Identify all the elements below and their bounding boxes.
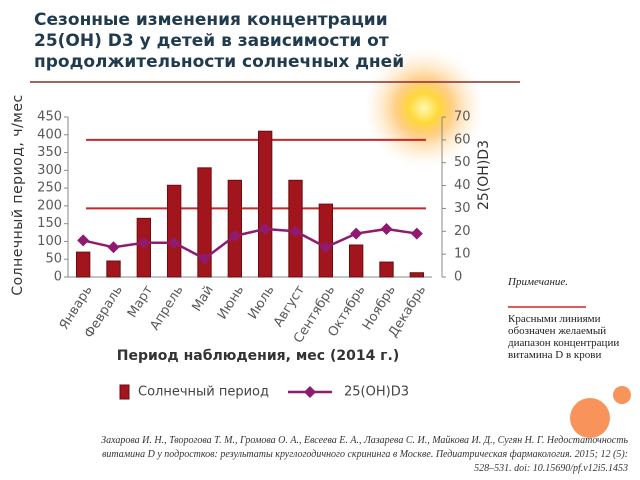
line (82, 227, 418, 261)
line-marker (168, 236, 181, 249)
legend-swatch (304, 386, 316, 398)
line-marker (319, 241, 332, 254)
y-tick-label: 150 (37, 216, 62, 231)
line-marker (107, 241, 120, 254)
x-tick-label: Июль (245, 283, 277, 322)
sun-decoration (364, 48, 484, 168)
bar (227, 179, 243, 278)
decoration-circle (570, 398, 610, 438)
legend-label: 25(OH)D3 (344, 385, 409, 400)
y-tick-label: 50 (45, 252, 62, 267)
line-marker (350, 227, 363, 240)
line-marker (137, 236, 150, 249)
line-marker (228, 229, 241, 242)
y-tick-label: 100 (37, 234, 62, 249)
bar (75, 251, 91, 278)
x-axis-label: Период наблюдения, мес (2014 г.) (117, 348, 399, 364)
y-tick-label: 250 (37, 181, 62, 196)
line-marker (259, 223, 272, 235)
citation: Захарова И. Н., Творогова Т. М., Громова… (101, 435, 628, 474)
y-tick-label: 350 (37, 145, 62, 160)
y2-tick-label: 60 (454, 132, 471, 147)
line-marker (198, 252, 211, 265)
y2-tick-label: 30 (454, 201, 471, 216)
line-marker (77, 234, 90, 247)
x-tick-label: Июнь (215, 283, 247, 322)
y-tick-label: 300 (37, 163, 62, 178)
line-marker (289, 225, 302, 238)
x-tick-label: Март (125, 283, 156, 321)
bar (257, 130, 273, 278)
y2-tick-label: 40 (454, 178, 471, 193)
y-axis-label: Солнечный период, ч/мес (10, 94, 26, 295)
bar (197, 167, 212, 278)
y-tick-label: 0 (54, 270, 62, 285)
y2-tick-label: 50 (454, 155, 471, 170)
note-text: Красными линиями обозначен желаемый диап… (508, 313, 620, 361)
chart-title: Сезонные изменения концентрации 25(OH) D… (34, 10, 405, 72)
x-tick-label: Май (189, 283, 216, 314)
y-tick-label: 200 (37, 198, 62, 213)
bar (348, 244, 364, 278)
line-marker (380, 223, 393, 235)
note-title: Примечание. (508, 276, 569, 288)
bar (379, 261, 394, 278)
decoration-circle (613, 386, 631, 404)
y2-tick-label: 0 (454, 270, 462, 285)
y2-axis-label: 25(OH)D3 (476, 140, 492, 210)
line-marker (410, 227, 423, 240)
y2-tick-label: 10 (454, 247, 471, 262)
bar (318, 203, 334, 278)
legend-label: Солнечный период (138, 385, 269, 400)
legend-swatch (119, 384, 130, 400)
y2-tick-label: 70 (454, 110, 471, 125)
bar (106, 260, 121, 278)
bar (409, 272, 425, 278)
bar (166, 184, 182, 278)
y-tick-label: 400 (37, 127, 62, 142)
y-tick-label: 450 (37, 110, 62, 125)
y2-tick-label: 20 (454, 224, 471, 239)
